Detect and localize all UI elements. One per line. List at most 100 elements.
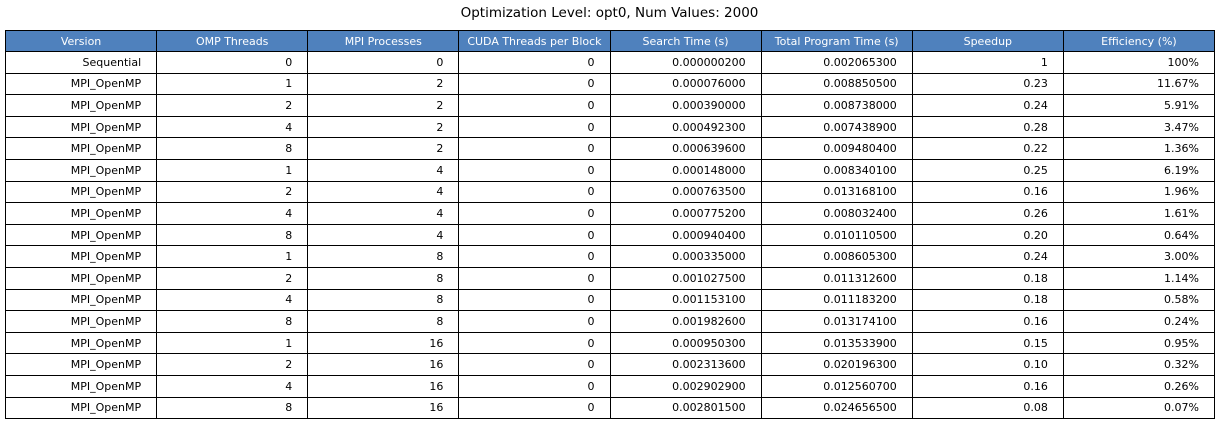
table-row: MPI_OpenMP 4 8 0 0.001153100 0.011183200 0.18 0… bbox=[4, 288, 1216, 312]
table-cell: 2 bbox=[156, 266, 309, 290]
table-cell: 0.24% bbox=[1062, 310, 1216, 333]
column-header: Efficiency (%) bbox=[1062, 30, 1216, 52]
table-cell: MPI_OpenMP bbox=[4, 72, 158, 96]
table-cell: 3.47% bbox=[1062, 115, 1216, 139]
table-cell: MPI_OpenMP bbox=[4, 331, 158, 355]
table-cell: 0.001027500 bbox=[609, 266, 762, 290]
table-cell: MPI_OpenMP bbox=[4, 310, 158, 333]
table-cell: 0.008340100 bbox=[760, 158, 913, 182]
table-cell: 0.000000200 bbox=[609, 51, 762, 74]
table-cell: 0 bbox=[458, 288, 611, 312]
table-body: Sequential 0 0 0 0.000000200 0.002065300 1 100%… bbox=[4, 51, 1216, 420]
table-cell: 0.000492300 bbox=[609, 115, 762, 139]
table-cell: 1.36% bbox=[1062, 137, 1216, 160]
table-cell: 1 bbox=[156, 158, 309, 182]
table-cell: 4 bbox=[156, 115, 309, 139]
table-cell: 0.32% bbox=[1062, 353, 1216, 376]
table-cell: 16 bbox=[307, 396, 460, 420]
table-header: Version OMP Threads MPI Processes CUDA Thre… bbox=[4, 30, 1216, 52]
table-title: Optimization Level: opt0, Num Values: 20… bbox=[460, 5, 759, 21]
table-cell: 0.002902900 bbox=[609, 374, 762, 398]
table-cell: 8 bbox=[156, 310, 309, 333]
table-row: MPI_OpenMP 8 8 0 0.001982600 0.013174100 0.16 0… bbox=[4, 310, 1216, 333]
table-row: MPI_OpenMP 2 2 0 0.000390000 0.008738000 0.24 5… bbox=[4, 94, 1216, 117]
table-cell: 0 bbox=[156, 51, 309, 74]
table-cell: Sequential bbox=[4, 51, 158, 74]
table-cell: 100% bbox=[1062, 51, 1216, 74]
table-cell: 0 bbox=[458, 115, 611, 139]
header-row: Version OMP Threads MPI Processes CUDA Thre… bbox=[4, 30, 1216, 52]
table-cell: 8 bbox=[307, 288, 460, 312]
table-cell: MPI_OpenMP bbox=[4, 396, 158, 420]
table-cell: 0.18 bbox=[911, 288, 1064, 312]
table-cell: 1.14% bbox=[1062, 266, 1216, 290]
table-cell: 0 bbox=[458, 202, 611, 225]
table-cell: 0.16 bbox=[911, 180, 1064, 204]
column-header: Speedup bbox=[911, 30, 1064, 52]
table-cell: 0.008738000 bbox=[760, 94, 913, 117]
table-cell: 0.000148000 bbox=[609, 158, 762, 182]
table-cell: 0.000940400 bbox=[609, 223, 762, 247]
table-cell: 0 bbox=[458, 245, 611, 268]
table-cell: 0.18 bbox=[911, 266, 1064, 290]
table-cell: 0.16 bbox=[911, 374, 1064, 398]
table-cell: 0 bbox=[458, 158, 611, 182]
table-row: MPI_OpenMP 2 8 0 0.001027500 0.011312600 0.18 1… bbox=[4, 266, 1216, 290]
table-cell: 4 bbox=[307, 202, 460, 225]
table-cell: 0 bbox=[307, 51, 460, 74]
table-cell: MPI_OpenMP bbox=[4, 158, 158, 182]
table-cell: 0 bbox=[458, 223, 611, 247]
table-cell: 0.001982600 bbox=[609, 310, 762, 333]
table-cell: 2 bbox=[156, 180, 309, 204]
table-row: MPI_OpenMP 1 2 0 0.000076000 0.008850500 0.23 1… bbox=[4, 72, 1216, 96]
table-cell: 0.000763500 bbox=[609, 180, 762, 204]
table-cell: 4 bbox=[156, 288, 309, 312]
table-cell: MPI_OpenMP bbox=[4, 202, 158, 225]
table-cell: 4 bbox=[156, 202, 309, 225]
table-cell: 0 bbox=[458, 353, 611, 376]
table-cell: 1.61% bbox=[1062, 202, 1216, 225]
table-cell: 8 bbox=[307, 245, 460, 268]
table-cell: 0.20 bbox=[911, 223, 1064, 247]
table-row: MPI_OpenMP 1 4 0 0.000148000 0.008340100 0.25 6… bbox=[4, 158, 1216, 182]
table-cell: 16 bbox=[307, 331, 460, 355]
table-cell: 1 bbox=[911, 51, 1064, 74]
table-cell: 0.008032400 bbox=[760, 202, 913, 225]
table-cell: 2 bbox=[156, 94, 309, 117]
column-header: MPI Processes bbox=[307, 30, 460, 52]
table-cell: 2 bbox=[307, 137, 460, 160]
table-cell: MPI_OpenMP bbox=[4, 223, 158, 247]
table-cell: 0.012560700 bbox=[760, 374, 913, 398]
table-cell: 0.16 bbox=[911, 310, 1064, 333]
table-row: MPI_OpenMP 2 16 0 0.002313600 0.020196300 0.10… bbox=[4, 353, 1216, 376]
table-row: MPI_OpenMP 8 4 0 0.000940400 0.010110500 0.20 0… bbox=[4, 223, 1216, 247]
table-cell: 16 bbox=[307, 374, 460, 398]
table-cell: 0 bbox=[458, 396, 611, 420]
table-cell: 2 bbox=[307, 115, 460, 139]
table-row: MPI_OpenMP 8 16 0 0.002801500 0.024656500 0.08… bbox=[4, 396, 1216, 420]
table-cell: MPI_OpenMP bbox=[4, 288, 158, 312]
table-cell: 8 bbox=[307, 266, 460, 290]
table-cell: 0.007438900 bbox=[760, 115, 913, 139]
table-cell: 16 bbox=[307, 353, 460, 376]
table-cell: 0.013533900 bbox=[760, 331, 913, 355]
table-cell: 0.024656500 bbox=[760, 396, 913, 420]
table-cell: MPI_OpenMP bbox=[4, 245, 158, 268]
table-row: MPI_OpenMP 8 2 0 0.000639600 0.009480400 0.22 1… bbox=[4, 137, 1216, 160]
table-cell: 0.10 bbox=[911, 353, 1064, 376]
table-cell: 0.58% bbox=[1062, 288, 1216, 312]
table-cell: 0.002313600 bbox=[609, 353, 762, 376]
table-cell: 1 bbox=[156, 331, 309, 355]
table-cell: 3.00% bbox=[1062, 245, 1216, 268]
table-cell: 8 bbox=[156, 223, 309, 247]
table-cell: 0.000775200 bbox=[609, 202, 762, 225]
table-cell: 8 bbox=[156, 396, 309, 420]
column-header: Total Program Time (s) bbox=[760, 30, 913, 52]
table-cell: 2 bbox=[156, 353, 309, 376]
table-cell: MPI_OpenMP bbox=[4, 137, 158, 160]
table-row: MPI_OpenMP 4 2 0 0.000492300 0.007438900 0.28 3… bbox=[4, 115, 1216, 139]
column-header: Version bbox=[4, 30, 158, 52]
table-cell: 0.23 bbox=[911, 72, 1064, 96]
table-cell: 0.26% bbox=[1062, 374, 1216, 398]
table-cell: 0 bbox=[458, 94, 611, 117]
